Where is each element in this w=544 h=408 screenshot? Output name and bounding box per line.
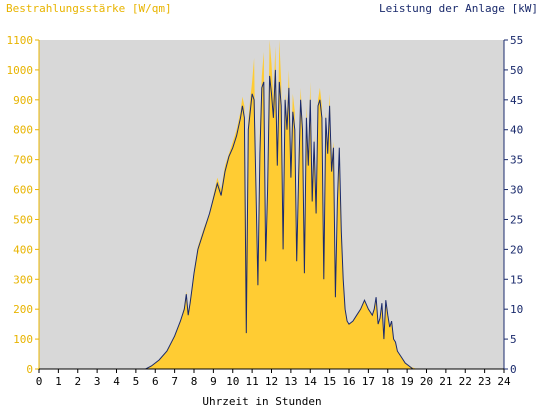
x-tick-label: 6 bbox=[152, 375, 159, 388]
x-tick-label: 7 bbox=[171, 375, 178, 388]
left-tick-label: 400 bbox=[13, 243, 33, 256]
x-tick-label: 19 bbox=[401, 375, 414, 388]
power-line bbox=[39, 69, 504, 370]
right-tick-label: 25 bbox=[510, 213, 523, 226]
right-tick-label: 0 bbox=[510, 363, 517, 376]
x-tick-label: 23 bbox=[478, 375, 491, 388]
x-tick-label: 22 bbox=[459, 375, 472, 388]
right-tick-label: 30 bbox=[510, 184, 523, 197]
left-tick-label: 800 bbox=[13, 124, 33, 137]
left-tick-label: 1000 bbox=[7, 64, 34, 77]
x-tick-label: 2 bbox=[74, 375, 81, 388]
right-axis-title: Leistung der Anlage [kW] bbox=[379, 2, 538, 15]
left-tick-label: 600 bbox=[13, 184, 33, 197]
right-tick-label: 10 bbox=[510, 303, 523, 316]
x-axis-ticks: 0 1 2 3 4 5 6 7 8 9 10 11 12 13 14 15 16 17 18 19 20 21 22 23 24 bbox=[36, 369, 511, 388]
right-y-axis-ticks: 0 5 10 15 20 25 30 35 40 45 50 55 bbox=[503, 34, 523, 376]
left-tick-label: 700 bbox=[13, 154, 33, 167]
x-tick-label: 12 bbox=[265, 375, 278, 388]
x-tick-label: 21 bbox=[439, 375, 452, 388]
x-tick-label: 5 bbox=[133, 375, 140, 388]
x-tick-label: 8 bbox=[191, 375, 198, 388]
right-tick-label: 5 bbox=[510, 333, 517, 346]
irradiance-area bbox=[39, 40, 504, 369]
x-tick-label: 15 bbox=[323, 375, 336, 388]
x-axis-title: Uhrzeit in Stunden bbox=[202, 395, 321, 408]
x-tick-label: 3 bbox=[94, 375, 101, 388]
x-tick-label: 13 bbox=[284, 375, 297, 388]
x-tick-label: 9 bbox=[210, 375, 217, 388]
right-tick-label: 15 bbox=[510, 273, 523, 286]
left-tick-label: 500 bbox=[13, 213, 33, 226]
left-tick-label: 100 bbox=[13, 333, 33, 346]
x-tick-label: 4 bbox=[113, 375, 120, 388]
x-tick-label: 10 bbox=[226, 375, 239, 388]
right-tick-label: 55 bbox=[510, 34, 523, 47]
x-tick-label: 0 bbox=[36, 375, 43, 388]
x-tick-label: 17 bbox=[362, 375, 375, 388]
x-tick-label: 1 bbox=[55, 375, 62, 388]
left-y-axis-ticks: 0 100 200 300 400 500 600 700 800 900 1000 1100 bbox=[7, 34, 40, 376]
left-axis-title: Bestrahlungsstärke [W/qm] bbox=[6, 2, 172, 15]
left-tick-label: 1100 bbox=[7, 34, 34, 47]
left-tick-label: 200 bbox=[13, 303, 33, 316]
left-tick-label: 300 bbox=[13, 273, 33, 286]
right-tick-label: 35 bbox=[510, 154, 523, 167]
left-tick-label: 900 bbox=[13, 94, 33, 107]
x-tick-label: 14 bbox=[304, 375, 318, 388]
right-tick-label: 50 bbox=[510, 64, 523, 77]
right-tick-label: 20 bbox=[510, 243, 523, 256]
x-tick-label: 18 bbox=[381, 375, 394, 388]
left-tick-label: 0 bbox=[26, 363, 33, 376]
x-tick-label: 16 bbox=[342, 375, 355, 388]
right-tick-label: 40 bbox=[510, 124, 523, 137]
x-tick-label: 20 bbox=[420, 375, 433, 388]
x-tick-label: 11 bbox=[246, 375, 259, 388]
right-tick-label: 45 bbox=[510, 94, 523, 107]
x-tick-label: 24 bbox=[497, 375, 511, 388]
